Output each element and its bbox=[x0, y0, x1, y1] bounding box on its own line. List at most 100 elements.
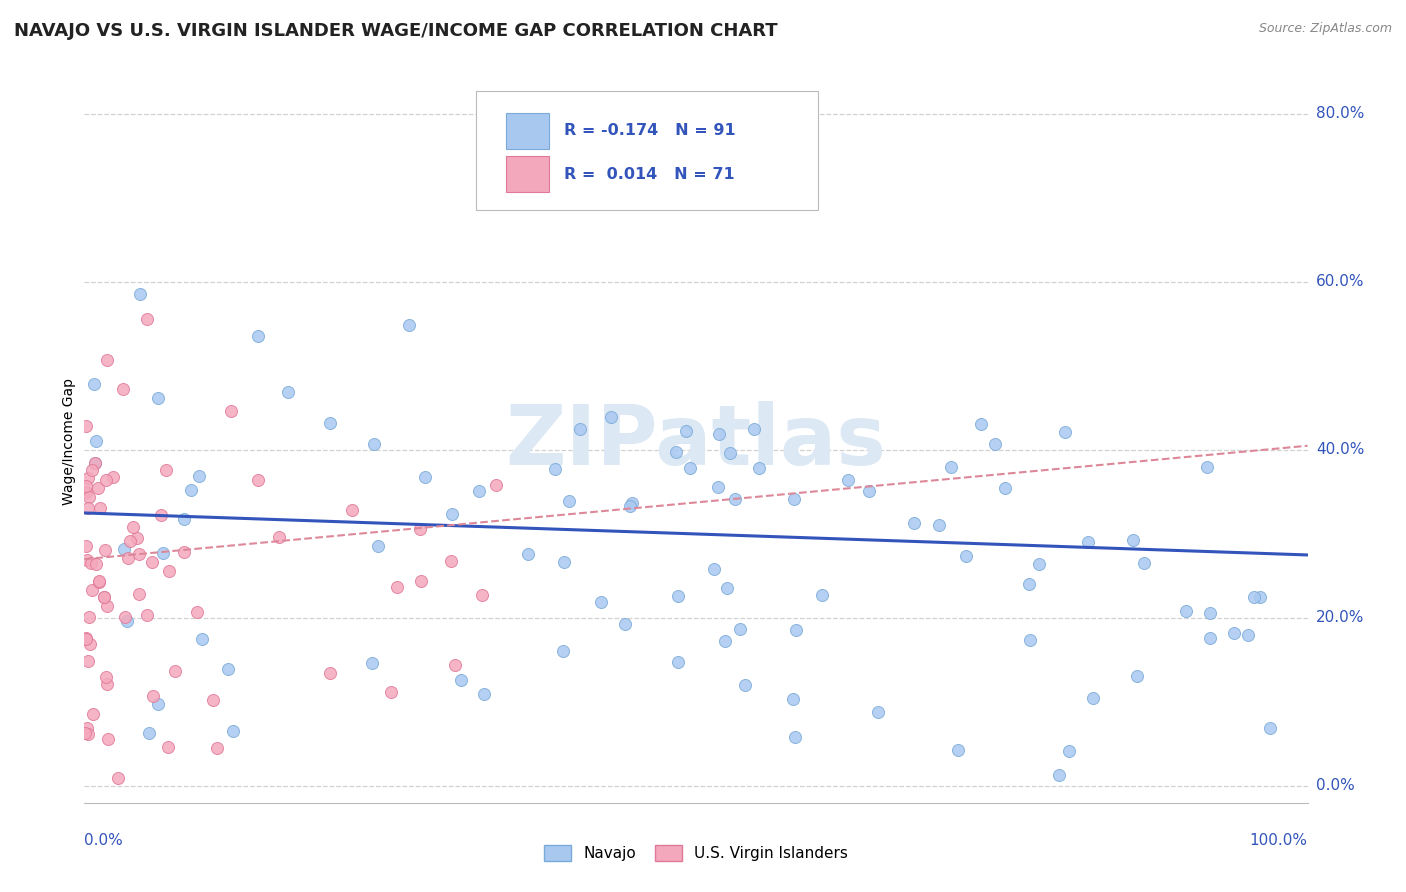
Point bbox=[1077, 535, 1099, 549]
Point bbox=[385, 580, 408, 594]
Point bbox=[472, 687, 495, 701]
Point bbox=[748, 460, 770, 475]
Point bbox=[785, 623, 807, 637]
Point bbox=[994, 481, 1017, 495]
Point bbox=[1243, 590, 1265, 604]
Point bbox=[96, 599, 118, 614]
Point bbox=[117, 550, 139, 565]
Point bbox=[742, 422, 765, 436]
Point bbox=[319, 666, 342, 681]
Point bbox=[77, 609, 100, 624]
Text: 60.0%: 60.0% bbox=[1316, 275, 1364, 289]
Point bbox=[724, 491, 747, 506]
Point bbox=[84, 557, 107, 571]
FancyBboxPatch shape bbox=[506, 156, 550, 193]
Point bbox=[141, 555, 163, 569]
Point bbox=[946, 742, 969, 756]
Point bbox=[984, 437, 1007, 451]
Point bbox=[89, 575, 111, 590]
Point bbox=[128, 587, 150, 601]
Point bbox=[136, 608, 159, 623]
Point bbox=[468, 484, 491, 499]
Point bbox=[146, 391, 169, 405]
Point bbox=[277, 385, 299, 400]
Point bbox=[553, 555, 575, 569]
Point bbox=[159, 564, 181, 578]
Point bbox=[444, 658, 467, 673]
Point bbox=[135, 312, 157, 326]
Point bbox=[201, 693, 224, 707]
Point bbox=[440, 507, 463, 521]
Point bbox=[665, 445, 688, 459]
FancyBboxPatch shape bbox=[475, 91, 818, 211]
Point bbox=[173, 512, 195, 526]
Point bbox=[553, 643, 575, 657]
Point bbox=[82, 707, 104, 722]
Point bbox=[127, 531, 149, 545]
Point bbox=[600, 410, 623, 425]
Point bbox=[707, 480, 730, 494]
Point bbox=[76, 553, 98, 567]
Point bbox=[666, 589, 689, 603]
Point bbox=[84, 456, 107, 470]
Text: ZIPatlas: ZIPatlas bbox=[506, 401, 886, 482]
Point bbox=[485, 478, 508, 492]
Point bbox=[118, 534, 141, 549]
Point bbox=[1054, 425, 1077, 439]
Point bbox=[707, 427, 730, 442]
Point bbox=[96, 352, 118, 367]
Point bbox=[219, 404, 242, 418]
Point bbox=[152, 546, 174, 560]
Point bbox=[114, 610, 136, 624]
Point bbox=[666, 655, 689, 669]
Point bbox=[142, 689, 165, 703]
Point bbox=[115, 615, 138, 629]
Text: 40.0%: 40.0% bbox=[1316, 442, 1364, 458]
Point bbox=[93, 543, 115, 558]
Point bbox=[87, 481, 110, 495]
Point bbox=[94, 670, 117, 684]
Point bbox=[1081, 690, 1104, 705]
Text: NAVAJO VS U.S. VIRGIN ISLANDER WAGE/INCOME GAP CORRELATION CHART: NAVAJO VS U.S. VIRGIN ISLANDER WAGE/INCO… bbox=[14, 22, 778, 40]
Point bbox=[1198, 606, 1220, 620]
Point bbox=[810, 588, 832, 602]
Point bbox=[614, 617, 637, 632]
Point bbox=[1018, 577, 1040, 591]
Point bbox=[101, 470, 124, 484]
Point bbox=[77, 727, 100, 741]
Point bbox=[79, 490, 101, 504]
Point bbox=[75, 632, 97, 646]
Point bbox=[129, 286, 152, 301]
Point bbox=[1195, 460, 1218, 475]
Point bbox=[97, 731, 120, 746]
Point bbox=[80, 556, 103, 570]
Point bbox=[1057, 744, 1080, 758]
Point bbox=[1237, 628, 1260, 642]
Point bbox=[76, 654, 98, 668]
Point bbox=[149, 508, 172, 522]
Point bbox=[558, 494, 581, 508]
Point bbox=[191, 632, 214, 646]
Point bbox=[76, 500, 98, 515]
Point bbox=[112, 542, 135, 557]
Point bbox=[1122, 533, 1144, 548]
Point bbox=[440, 554, 463, 568]
Point bbox=[146, 697, 169, 711]
Point bbox=[75, 479, 97, 493]
Point bbox=[543, 461, 565, 475]
Point bbox=[702, 561, 724, 575]
Point bbox=[173, 545, 195, 559]
Point bbox=[121, 520, 143, 534]
Text: 0.0%: 0.0% bbox=[84, 833, 124, 848]
Point bbox=[75, 539, 97, 553]
Point bbox=[398, 318, 420, 333]
Point bbox=[93, 590, 115, 604]
Point bbox=[955, 549, 977, 563]
Point bbox=[163, 665, 186, 679]
Y-axis label: Wage/Income Gap: Wage/Income Gap bbox=[62, 378, 76, 505]
Point bbox=[380, 684, 402, 698]
Point bbox=[675, 424, 697, 438]
Point bbox=[221, 723, 243, 738]
Point bbox=[903, 516, 925, 530]
Point bbox=[620, 496, 643, 510]
